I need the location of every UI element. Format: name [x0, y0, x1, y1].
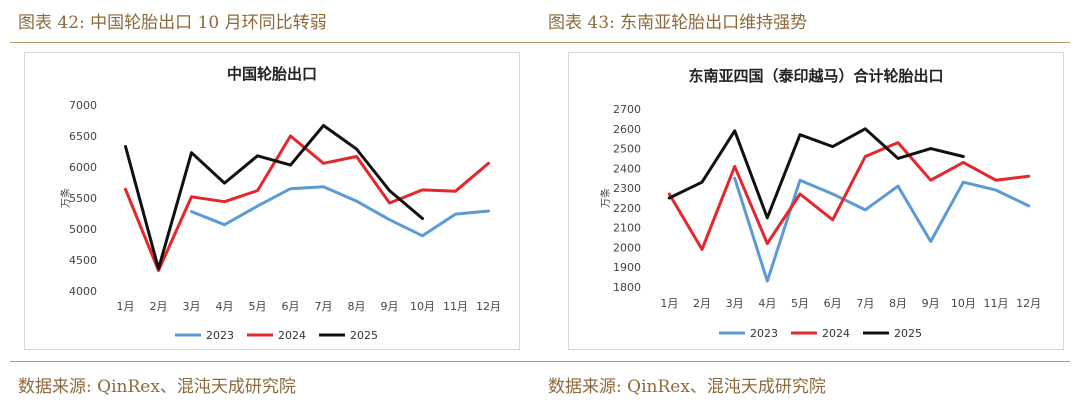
- legend-label: 2024: [822, 327, 850, 340]
- y-tick-label: 1900: [613, 261, 641, 274]
- y-tick-label: 2700: [613, 103, 641, 116]
- chart-title: 东南亚四国（泰印越马）合计轮胎出口: [688, 67, 943, 85]
- legend-label: 2025: [350, 329, 378, 342]
- x-tick-label: 8月: [889, 297, 907, 310]
- x-tick-label: 8月: [348, 300, 366, 313]
- panel-sea-tire-export: 图表 43: 东南亚轮胎出口维持强势 东南亚四国（泰印越马）合计轮胎出口万条 18…: [540, 0, 1070, 403]
- figure-title: 图表 43: 东南亚轮胎出口维持强势: [548, 13, 808, 33]
- divider: [10, 42, 540, 43]
- y-tick-label: 2400: [613, 162, 641, 175]
- legend-label: 2023: [206, 329, 234, 342]
- y-tick-label: 2500: [613, 143, 641, 156]
- legend-label: 2025: [894, 327, 922, 340]
- series-line-2024: [667, 141, 1031, 251]
- series-line-2025: [667, 127, 965, 220]
- legend-label: 2023: [750, 327, 778, 340]
- x-tick-label: 4月: [758, 297, 776, 310]
- y-tick-label: 2100: [613, 222, 641, 235]
- y-tick-label: 2200: [613, 202, 641, 215]
- y-tick-label: 6000: [69, 161, 97, 174]
- x-tick-label: 12月: [476, 300, 501, 313]
- y-tick-label: 2300: [613, 182, 641, 195]
- divider: [540, 361, 1070, 362]
- x-tick-label: 4月: [216, 300, 234, 313]
- divider: [10, 361, 540, 362]
- x-tick-label: 3月: [726, 297, 744, 310]
- chart-container: 中国轮胎出口万条 4000 4500 5000 5500 6000 6500 7000 1月 2月…: [24, 52, 520, 350]
- series-line-2025: [124, 124, 424, 271]
- x-tick-label: 2月: [150, 300, 168, 313]
- chart-title: 中国轮胎出口: [227, 65, 317, 83]
- series-line-2024: [124, 134, 490, 272]
- x-tick-label: 7月: [856, 297, 874, 310]
- x-tick-label: 6月: [282, 300, 300, 313]
- y-tick-label: 6500: [69, 130, 97, 143]
- y-tick-label: 4500: [69, 254, 97, 267]
- y-tick-label: 4000: [69, 285, 97, 298]
- x-tick-label: 1月: [660, 297, 678, 310]
- y-tick-label: 7000: [69, 99, 97, 112]
- legend-label: 2024: [278, 329, 306, 342]
- panel-china-tire-export: 图表 42: 中国轮胎出口 10 月环同比转弱 中国轮胎出口万条 4000 4500…: [10, 0, 540, 403]
- x-tick-label: 6月: [824, 297, 842, 310]
- x-tick-label: 9月: [381, 300, 399, 313]
- y-tick-label: 2600: [613, 123, 641, 136]
- x-tick-label: 3月: [183, 300, 201, 313]
- x-tick-label: 12月: [1016, 297, 1041, 310]
- x-tick-label: 10月: [410, 300, 435, 313]
- figure-title: 图表 42: 中国轮胎出口 10 月环同比转弱: [18, 13, 327, 33]
- divider: [540, 42, 1070, 43]
- x-tick-label: 9月: [922, 297, 940, 310]
- x-tick-label: 2月: [693, 297, 711, 310]
- x-tick-label: 10月: [951, 297, 976, 310]
- series-line-2023: [733, 176, 1031, 283]
- series-line-2023: [190, 185, 490, 238]
- y-tick-label: 5500: [69, 192, 97, 205]
- y-tick-label: 1800: [613, 281, 641, 294]
- x-tick-label: 7月: [315, 300, 333, 313]
- y-axis-label: 万条: [599, 188, 612, 208]
- x-tick-label: 11月: [443, 300, 468, 313]
- chart-container: 东南亚四国（泰印越马）合计轮胎出口万条 1800 1900 2000 2100 2200 2…: [568, 52, 1064, 350]
- source-note: 数据来源: QinRex、混沌天成研究院: [18, 377, 296, 397]
- x-tick-label: 1月: [117, 300, 135, 313]
- y-tick-label: 5000: [69, 223, 97, 236]
- x-tick-label: 5月: [791, 297, 809, 310]
- x-tick-label: 11月: [984, 297, 1009, 310]
- y-tick-label: 2000: [613, 241, 641, 254]
- source-note: 数据来源: QinRex、混沌天成研究院: [548, 377, 826, 397]
- y-axis-label: 万条: [59, 188, 72, 208]
- x-tick-label: 5月: [249, 300, 267, 313]
